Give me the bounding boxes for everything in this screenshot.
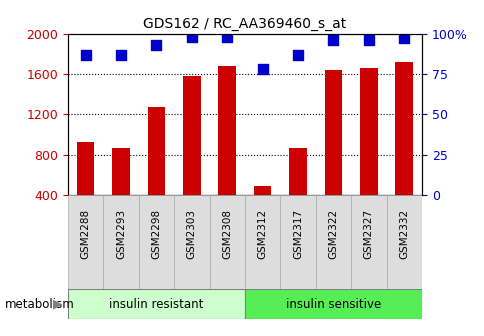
Point	[364, 37, 372, 43]
Point	[81, 52, 89, 57]
Point	[293, 52, 301, 57]
Bar	[394, 62, 412, 195]
Point	[187, 34, 195, 40]
Point	[258, 67, 266, 72]
FancyBboxPatch shape	[315, 195, 350, 289]
Point	[117, 52, 125, 57]
Text: GSM2293: GSM2293	[116, 209, 126, 259]
Text: insulin resistant: insulin resistant	[109, 298, 203, 310]
Text: insulin sensitive: insulin sensitive	[285, 298, 380, 310]
Text: GSM2312: GSM2312	[257, 209, 267, 259]
FancyBboxPatch shape	[244, 195, 280, 289]
Text: GSM2303: GSM2303	[186, 209, 197, 259]
Point	[152, 42, 160, 48]
FancyBboxPatch shape	[138, 195, 174, 289]
FancyBboxPatch shape	[174, 195, 209, 289]
Text: GSM2322: GSM2322	[328, 209, 338, 259]
Text: metabolism: metabolism	[5, 298, 75, 310]
Bar	[112, 148, 130, 195]
FancyBboxPatch shape	[209, 195, 244, 289]
FancyBboxPatch shape	[68, 195, 103, 289]
Bar	[253, 186, 271, 195]
Bar	[324, 71, 342, 195]
Point	[223, 34, 230, 40]
FancyBboxPatch shape	[350, 195, 386, 289]
Bar	[359, 68, 377, 195]
Text: GSM2308: GSM2308	[222, 209, 232, 259]
FancyBboxPatch shape	[386, 195, 421, 289]
Bar	[288, 148, 306, 195]
Text: GSM2298: GSM2298	[151, 209, 161, 259]
Bar	[218, 66, 236, 195]
FancyBboxPatch shape	[244, 289, 421, 319]
Text: ▶: ▶	[53, 298, 63, 310]
Bar	[147, 107, 165, 195]
Text: GSM2288: GSM2288	[80, 209, 91, 259]
Text: GSM2332: GSM2332	[398, 209, 408, 259]
Text: GSM2327: GSM2327	[363, 209, 373, 259]
Bar	[76, 142, 94, 195]
FancyBboxPatch shape	[280, 195, 315, 289]
Point	[329, 37, 336, 43]
FancyBboxPatch shape	[68, 289, 244, 319]
Bar	[182, 76, 200, 195]
FancyBboxPatch shape	[103, 195, 138, 289]
Title: GDS162 / RC_AA369460_s_at: GDS162 / RC_AA369460_s_at	[143, 17, 346, 31]
Text: GSM2317: GSM2317	[292, 209, 302, 259]
Point	[399, 36, 407, 41]
